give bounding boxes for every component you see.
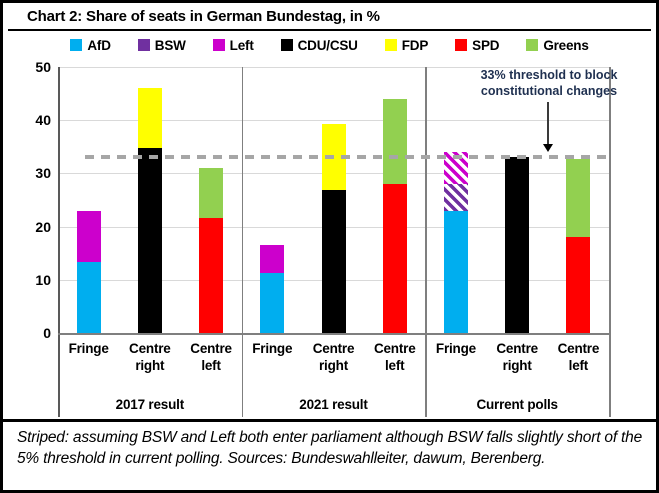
legend-swatch-icon xyxy=(137,39,150,51)
category-label-line: right xyxy=(135,358,165,373)
legend-label: SPD xyxy=(472,37,500,53)
legend-swatch-icon xyxy=(526,39,539,51)
category-label: Fringe xyxy=(47,340,131,357)
legend-swatch-icon xyxy=(280,39,293,51)
legend-swatch-icon xyxy=(384,39,397,51)
category-label-line: left xyxy=(384,358,405,373)
legend-label: BSW xyxy=(154,37,186,53)
annotation-arrow-shaft xyxy=(547,102,549,145)
category-label-line: Centre xyxy=(496,341,538,356)
category-label: Centre left xyxy=(353,340,437,374)
y-axis-tick-label: 20 xyxy=(35,218,51,235)
legend-item-left: Left xyxy=(212,37,254,53)
category-label-line: Fringe xyxy=(68,341,109,356)
category-label-line: Fringe xyxy=(252,341,293,356)
y-axis-tick-label: 50 xyxy=(35,59,51,75)
footnote-separator xyxy=(3,419,656,422)
bar-segment-afd xyxy=(76,262,101,333)
bar-segment-spd xyxy=(199,218,224,333)
category-label-line: Centre xyxy=(190,341,232,356)
bar-segment-fdp xyxy=(137,88,162,149)
category-label-line: left xyxy=(201,358,221,373)
legend-item-afd: AfD xyxy=(70,37,111,53)
legend-label: Greens xyxy=(543,37,589,53)
legend-item-cdu-csu: CDU/CSU xyxy=(280,37,358,53)
legend-item-greens: Greens xyxy=(526,37,589,53)
category-label-line: Centre xyxy=(557,341,600,356)
category-label: Fringe xyxy=(230,340,314,357)
legend-swatch-icon xyxy=(212,39,225,51)
legend-label: Left xyxy=(229,37,254,53)
category-label: Centre right xyxy=(292,340,376,374)
bar-segment-spd xyxy=(382,184,407,333)
plot-right-border xyxy=(609,67,611,417)
threshold-annotation: 33% threshold to block constitutional ch… xyxy=(453,67,645,99)
gridline-40 xyxy=(58,120,609,122)
group-label: 2021 result xyxy=(299,397,368,412)
group-divider xyxy=(241,67,244,417)
bar-segment-bsw xyxy=(443,184,468,211)
plot-area: 0 10 20 30 40 50 Fringe Centre right Centre left 20… xyxy=(3,3,656,490)
legend-swatch-icon xyxy=(70,39,83,51)
bar-segment-cdu-csu xyxy=(321,190,346,333)
category-label: Centre right xyxy=(475,340,559,374)
bar-segment-greens xyxy=(382,98,407,185)
bar-segment-afd xyxy=(260,272,285,333)
x-axis-line xyxy=(58,333,610,335)
category-label: Centre left xyxy=(169,340,253,374)
category-label-line: Centre xyxy=(312,341,355,356)
y-axis-line xyxy=(58,67,60,417)
bar-segment-afd xyxy=(443,210,468,333)
bar-segment-greens xyxy=(566,158,591,238)
bar-segment-spd xyxy=(566,237,591,333)
y-axis-tick-label: 10 xyxy=(35,271,51,288)
y-axis-tick-label: 0 xyxy=(43,325,51,341)
legend-swatch-icon xyxy=(455,39,468,51)
bar-segment-left xyxy=(260,244,285,273)
category-label-line: left xyxy=(568,358,589,373)
category-label-line: Centre xyxy=(373,341,416,356)
threshold-dashed-line xyxy=(85,155,606,160)
category-label-line: Centre xyxy=(129,341,171,356)
annotation-arrow-head-icon xyxy=(543,144,553,152)
chart-title: Chart 2: Share of seats in German Bundes… xyxy=(27,8,380,25)
y-axis-tick-label: 40 xyxy=(35,112,51,129)
legend-label: AfD xyxy=(87,37,111,53)
legend-label: CDU/CSU xyxy=(297,37,358,53)
category-label-line: Fringe xyxy=(435,341,476,356)
legend-item-bsw: BSW xyxy=(137,37,186,53)
category-label-line: right xyxy=(319,358,348,373)
bar-segment-greens xyxy=(199,168,224,219)
legend: AfD BSW Left CDU/CSU FDP SPD Greens xyxy=(3,34,656,56)
group-label: 2017 result xyxy=(115,397,185,412)
category-label: Centre left xyxy=(536,340,620,374)
gridline-50 xyxy=(58,67,609,68)
bar-segment-cdu-csu xyxy=(137,148,162,333)
threshold-annotation-line1: 33% threshold to block xyxy=(480,68,618,82)
bar-segment-left xyxy=(76,210,101,263)
bar-segment-cdu-csu xyxy=(505,157,530,333)
group-divider xyxy=(425,67,427,417)
legend-item-fdp: FDP xyxy=(384,37,429,53)
legend-label: FDP xyxy=(401,37,429,53)
group-label: Current polls xyxy=(476,397,558,412)
category-label: Fringe xyxy=(414,340,498,357)
title-rule xyxy=(8,29,651,31)
threshold-annotation-line2: constitutional changes xyxy=(480,84,618,98)
category-label-line: right xyxy=(502,358,532,373)
footnote: Striped: assuming BSW and Left both ente… xyxy=(17,429,642,467)
category-label: Centre right xyxy=(108,340,192,374)
y-axis-tick-label: 30 xyxy=(35,165,51,182)
legend-item-spd: SPD xyxy=(455,37,500,53)
